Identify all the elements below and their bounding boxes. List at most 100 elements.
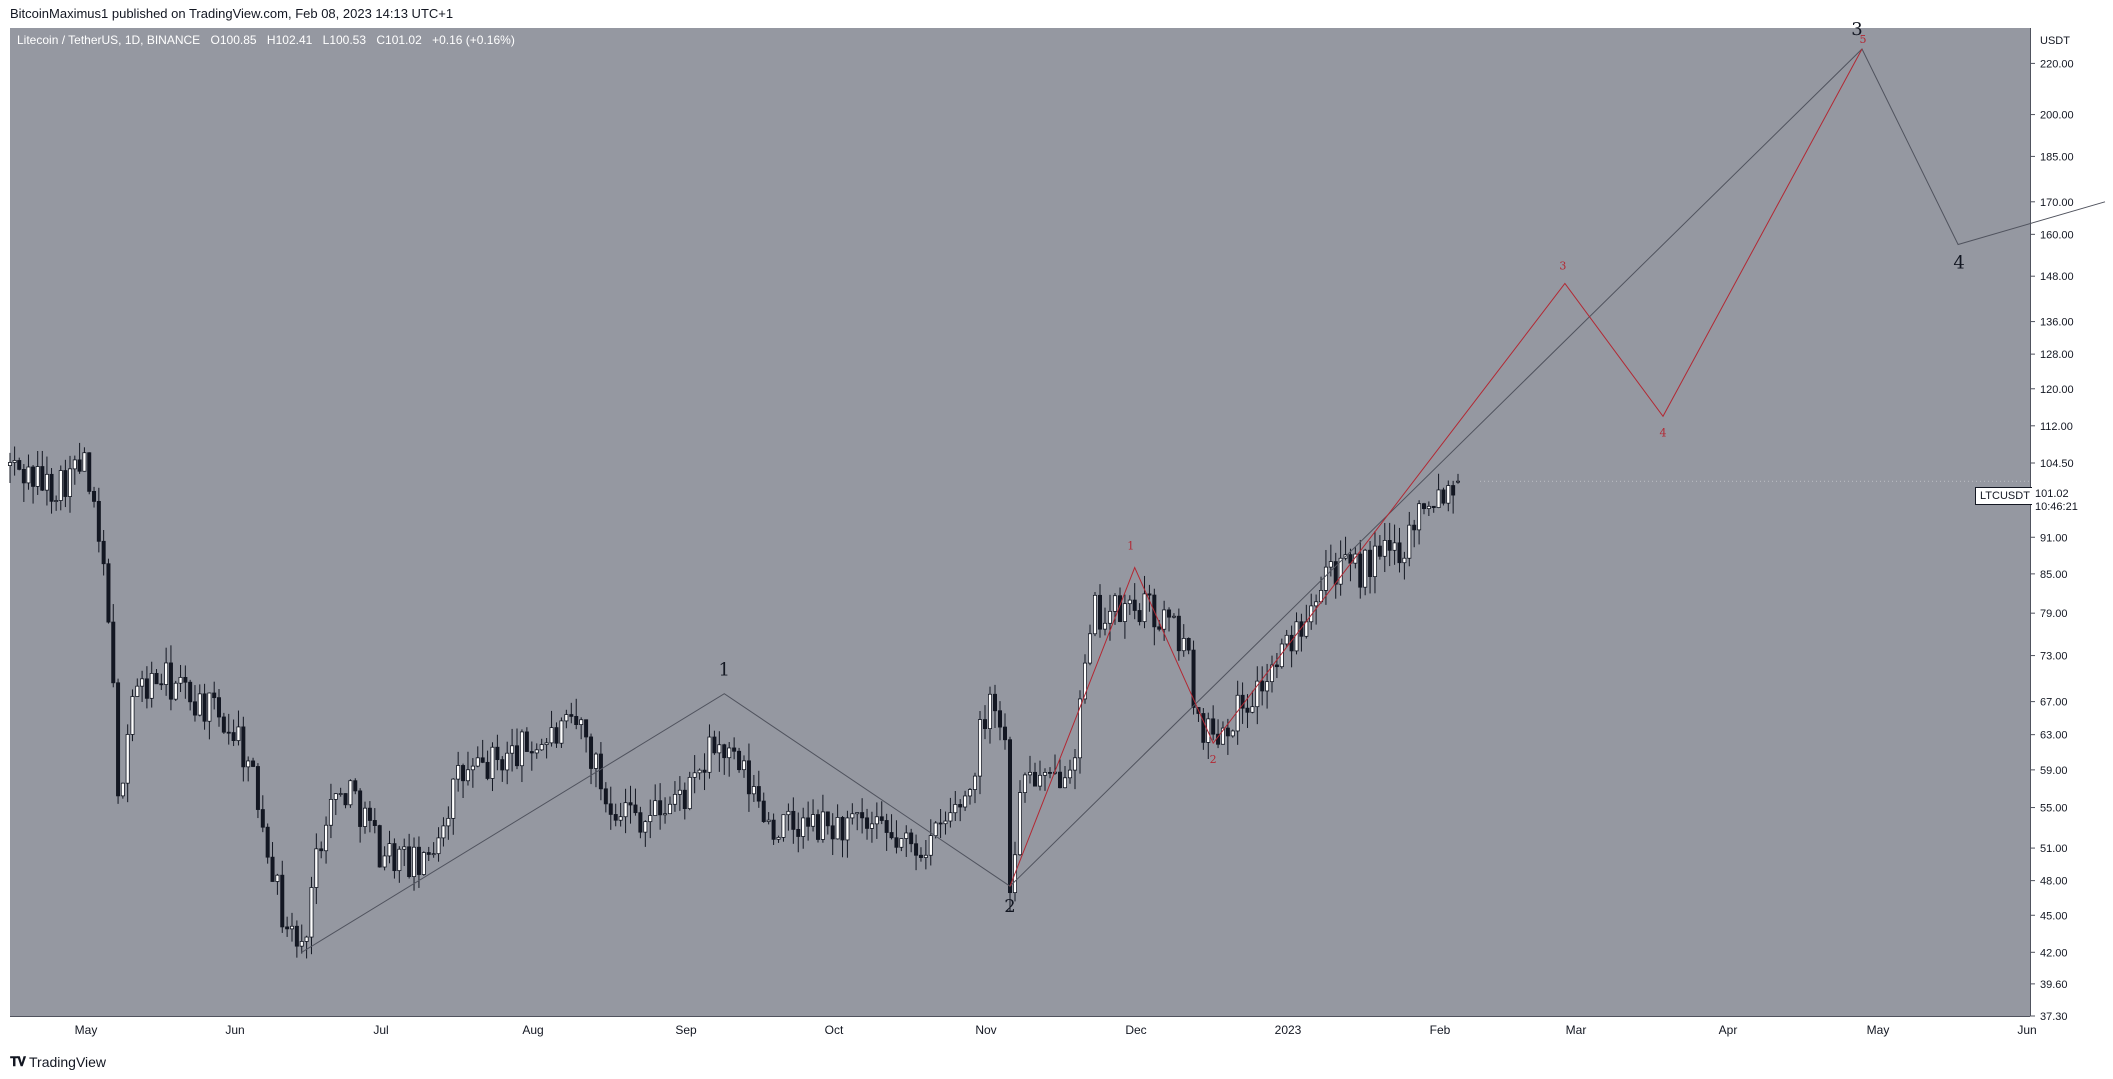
price-axis-label: 120.00	[2040, 384, 2074, 396]
price-axis-label: 55.00	[2040, 803, 2068, 815]
candle-bearish	[732, 747, 737, 752]
candle-bearish	[49, 473, 54, 502]
price-axis-label: 51.00	[2040, 843, 2068, 855]
candle-bullish	[1068, 769, 1073, 779]
candle-bearish	[865, 817, 870, 829]
candle-bullish	[362, 807, 367, 827]
candle-bullish	[549, 727, 554, 744]
price-axis[interactable]	[2030, 28, 2113, 1016]
candle-bearish	[771, 819, 776, 840]
candle-bullish	[923, 854, 928, 858]
candle-bullish	[544, 742, 549, 745]
candle-bullish	[1023, 774, 1028, 793]
candle-bearish	[353, 780, 358, 792]
candle-bearish	[251, 760, 256, 767]
candle-bearish	[1191, 649, 1196, 708]
candle-bullish	[1382, 540, 1387, 557]
candle-bearish	[746, 760, 751, 795]
candle-bearish	[1431, 505, 1436, 509]
candle-bullish	[1456, 480, 1461, 483]
candle-bullish	[72, 459, 77, 470]
candle-bearish	[216, 697, 221, 718]
candle-bullish	[1270, 664, 1275, 683]
candle-bullish	[1446, 485, 1451, 504]
candle-bearish	[1147, 593, 1152, 596]
candle-bullish	[707, 736, 712, 773]
candle-bearish	[628, 802, 633, 806]
candle-bearish	[1451, 485, 1456, 496]
candle-bearish	[1397, 542, 1402, 564]
price-axis-label: 42.00	[2040, 947, 2068, 959]
candle-bullish	[1230, 730, 1235, 737]
sub-wave-label-1: 1	[1127, 540, 1134, 553]
candle-bullish	[431, 853, 436, 856]
primary-wave-line	[301, 48, 2106, 953]
candle-bearish	[909, 832, 914, 845]
candle-bearish	[1274, 664, 1279, 668]
time-axis-label: Dec	[1125, 1023, 1146, 1037]
candle-bullish	[164, 662, 169, 685]
candle-bearish	[1132, 599, 1137, 611]
candle-bullish	[299, 941, 304, 947]
candle-bullish	[412, 846, 417, 877]
legend-symbol: Litecoin / TetherUS, 1D, BINANCE	[17, 33, 201, 47]
candle-bullish	[623, 802, 628, 818]
candle-bullish	[120, 782, 125, 797]
price-axis-label: 63.00	[2040, 730, 2068, 742]
candle-bearish	[485, 761, 490, 779]
candle-bullish	[35, 466, 40, 487]
candle-bullish	[668, 803, 673, 815]
candle-bullish	[314, 848, 319, 888]
time-axis[interactable]	[10, 1016, 2030, 1043]
candle-bearish	[241, 726, 246, 768]
price-axis-label: 160.00	[2040, 229, 2074, 241]
candle-bullish	[1127, 599, 1132, 605]
candle-bearish	[495, 746, 500, 761]
candle-bullish	[648, 815, 653, 823]
time-axis-label: May	[1867, 1023, 1890, 1037]
candle-bullish	[54, 500, 59, 502]
sub-wave-label-2: 2	[1210, 753, 1217, 766]
candle-bearish	[796, 828, 801, 837]
candle-bullish	[135, 685, 140, 697]
candle-bullish	[1392, 542, 1397, 551]
candle-bullish	[68, 468, 73, 497]
candle-bearish	[1260, 680, 1265, 692]
publish-line: BitcoinMaximus1 published on TradingView…	[10, 6, 454, 21]
candle-bearish	[918, 854, 923, 858]
candle-bullish	[978, 719, 983, 777]
candle-bullish	[1038, 774, 1043, 787]
candle-bullish	[436, 837, 441, 855]
candle-bearish	[116, 682, 121, 797]
candle-bearish	[574, 715, 579, 725]
time-axis-label: May	[75, 1023, 98, 1037]
candle-bullish	[246, 760, 251, 768]
time-axis-label: Jun	[225, 1023, 244, 1037]
legend-open-value: 100.85	[219, 33, 257, 47]
candle-bearish	[1333, 561, 1338, 585]
candle-bullish	[692, 772, 697, 778]
candle-bullish	[475, 757, 480, 767]
price-axis-label: 91.00	[2040, 532, 2068, 544]
candle-bullish	[1108, 610, 1113, 624]
price-axis-label: 200.00	[2040, 110, 2074, 122]
candle-bullish	[963, 795, 968, 808]
candle-bearish	[889, 832, 894, 839]
footer-logo-text[interactable]: TradingView	[29, 1054, 107, 1070]
candle-bearish	[761, 800, 766, 822]
candle-bullish	[727, 747, 732, 759]
candle-bearish	[1176, 615, 1181, 652]
candle-bullish	[663, 813, 668, 816]
candle-bearish	[500, 759, 505, 771]
candle-bullish	[140, 678, 145, 687]
candle-bearish	[569, 714, 574, 717]
sub-wave-label-3: 3	[1559, 259, 1566, 272]
price-axis-label: 104.50	[2040, 458, 2074, 470]
candle-bearish	[524, 731, 529, 752]
candle-bearish	[92, 490, 97, 502]
candle-bearish	[1358, 553, 1363, 588]
candle-bullish	[904, 832, 909, 839]
candle-bullish	[801, 817, 806, 837]
sub-wave-label-4: 4	[1659, 426, 1666, 439]
